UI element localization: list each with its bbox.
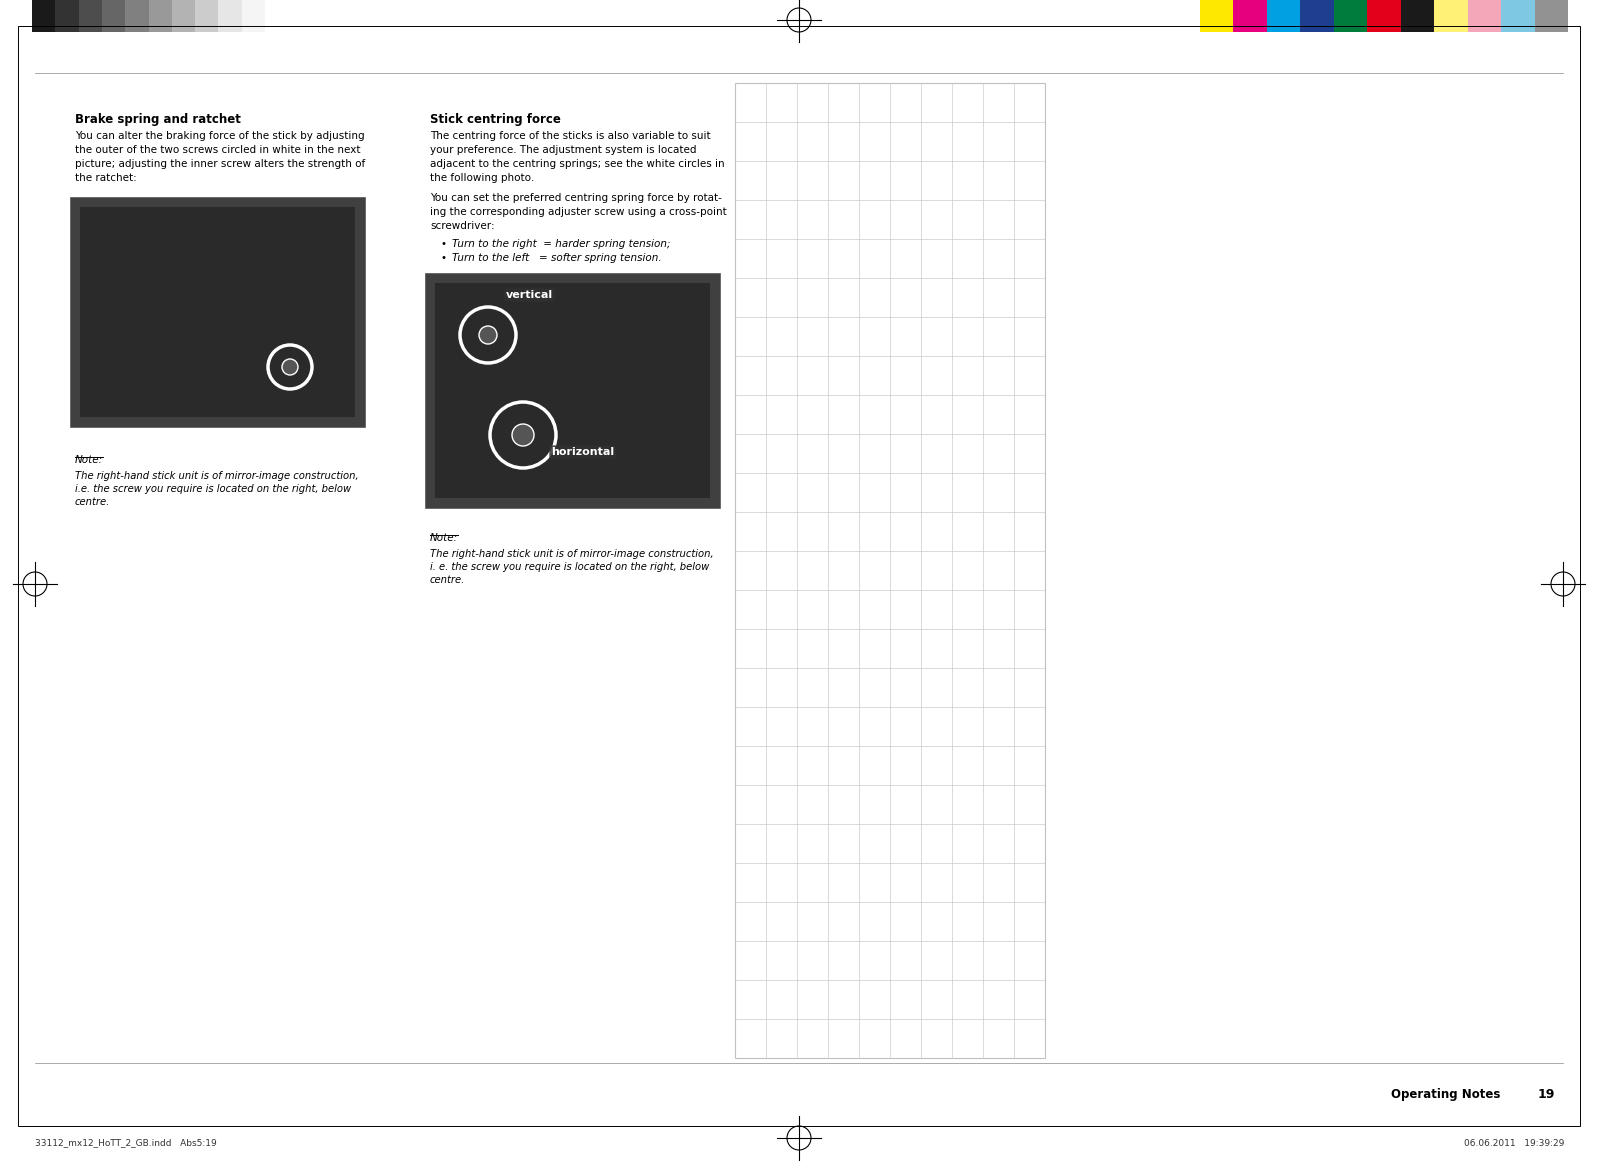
Text: The right-hand stick unit is of mirror-image construction,: The right-hand stick unit is of mirror-i… (75, 471, 358, 481)
Text: horizontal: horizontal (552, 447, 614, 457)
Text: the following photo.: the following photo. (430, 173, 534, 183)
Bar (125, 0, 149, 32)
Text: vertical: vertical (505, 290, 553, 300)
Bar (1401, 0, 1434, 32)
Text: centre.: centre. (430, 575, 465, 585)
Bar (425, 273, 720, 508)
Text: 19: 19 (1538, 1089, 1554, 1101)
Circle shape (480, 326, 497, 345)
Text: adjacent to the centring springs; see the white circles in: adjacent to the centring springs; see th… (430, 159, 724, 169)
Bar (1233, 0, 1266, 32)
Text: Stick centring force: Stick centring force (430, 113, 561, 126)
Circle shape (512, 424, 534, 446)
Text: Operating Notes: Operating Notes (1391, 1089, 1500, 1101)
Text: ing the corresponding adjuster screw using a cross-point: ing the corresponding adjuster screw usi… (430, 207, 728, 217)
Bar (32, 0, 56, 32)
Bar (1266, 0, 1300, 32)
Bar (241, 0, 265, 32)
Bar (736, 83, 1046, 1058)
Bar (1300, 0, 1334, 32)
Text: Brake spring and ratchet: Brake spring and ratchet (75, 113, 241, 126)
Bar (80, 207, 355, 417)
Text: •: • (440, 239, 446, 249)
Bar (102, 0, 125, 32)
Bar (1199, 0, 1233, 32)
Bar (435, 283, 710, 498)
Text: The centring force of the sticks is also variable to suit: The centring force of the sticks is also… (430, 131, 710, 141)
Bar (56, 0, 78, 32)
Bar (70, 197, 365, 427)
Bar (219, 0, 241, 32)
Text: Turn to the left   = softer spring tension.: Turn to the left = softer spring tension… (453, 253, 662, 263)
Bar (149, 0, 171, 32)
Bar (171, 0, 195, 32)
Bar (78, 0, 102, 32)
Bar (1434, 0, 1468, 32)
Bar (1367, 0, 1401, 32)
Text: i.e. the screw you require is located on the right, below: i.e. the screw you require is located on… (75, 484, 352, 494)
Text: the ratchet:: the ratchet: (75, 173, 138, 183)
Text: centre.: centre. (75, 498, 110, 507)
Text: Note:: Note: (75, 456, 102, 465)
Text: i. e. the screw you require is located on the right, below: i. e. the screw you require is located o… (430, 562, 710, 572)
Text: picture; adjusting the inner screw alters the strength of: picture; adjusting the inner screw alter… (75, 159, 365, 169)
Text: •: • (440, 253, 446, 263)
Bar (1334, 0, 1367, 32)
Bar (1501, 0, 1535, 32)
Text: 06.06.2011   19:39:29: 06.06.2011 19:39:29 (1463, 1139, 1564, 1147)
Bar (1535, 0, 1569, 32)
Text: the outer of the two screws circled in white in the next: the outer of the two screws circled in w… (75, 145, 360, 155)
Bar (1468, 0, 1501, 32)
Text: You can set the preferred centring spring force by rotat-: You can set the preferred centring sprin… (430, 193, 721, 203)
Text: screwdriver:: screwdriver: (430, 221, 494, 231)
Text: 33112_mx12_HoTT_2_GB.indd   Abs5:19: 33112_mx12_HoTT_2_GB.indd Abs5:19 (35, 1139, 217, 1147)
Bar (195, 0, 219, 32)
Text: You can alter the braking force of the stick by adjusting: You can alter the braking force of the s… (75, 131, 365, 141)
Text: your preference. The adjustment system is located: your preference. The adjustment system i… (430, 145, 697, 155)
Text: The right-hand stick unit is of mirror-image construction,: The right-hand stick unit is of mirror-i… (430, 549, 713, 559)
Circle shape (281, 359, 297, 375)
Text: Turn to the right  = harder spring tension;: Turn to the right = harder spring tensio… (453, 239, 670, 249)
Text: Note:: Note: (430, 533, 459, 543)
